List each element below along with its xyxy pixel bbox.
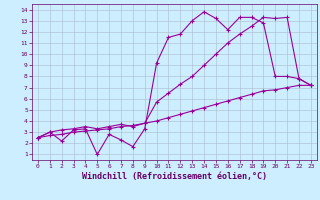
X-axis label: Windchill (Refroidissement éolien,°C): Windchill (Refroidissement éolien,°C) bbox=[82, 172, 267, 181]
